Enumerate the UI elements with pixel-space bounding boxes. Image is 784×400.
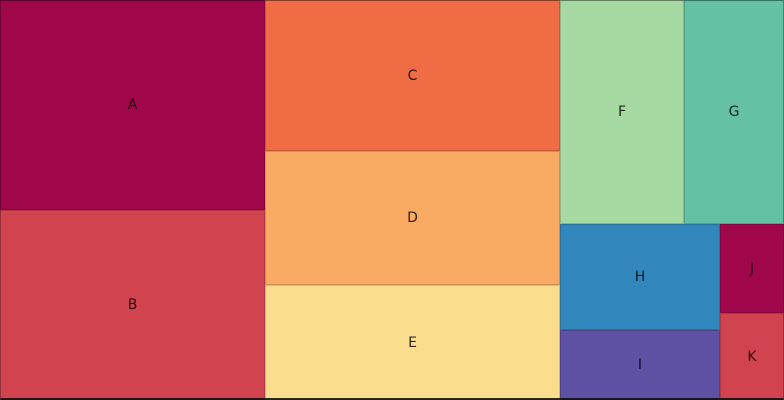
tile-label: E — [408, 334, 417, 351]
tile-label: H — [634, 269, 646, 285]
treemap-tile-i: I — [560, 330, 720, 400]
tile-label: G — [728, 104, 740, 120]
tile-label: D — [407, 210, 418, 226]
tile-label: K — [747, 348, 757, 365]
tile-label: A — [127, 97, 138, 113]
tile-label: B — [127, 297, 138, 313]
treemap-tile-f: F — [560, 0, 684, 224]
tile-label: J — [749, 260, 755, 277]
treemap-tile-h: H — [560, 224, 720, 330]
treemap-tile-j: J — [720, 224, 784, 313]
treemap-tile-b: B — [0, 210, 265, 400]
tile-label: F — [617, 104, 627, 120]
tile-label: C — [407, 67, 418, 84]
treemap-tile-k: K — [720, 313, 784, 400]
treemap-tile-e: E — [265, 285, 560, 400]
treemap-tile-d: D — [265, 151, 560, 285]
treemap-tile-g: G — [684, 0, 784, 224]
treemap-tile-a: A — [0, 0, 265, 210]
tile-label: I — [637, 357, 643, 373]
treemap-tile-c: C — [265, 0, 560, 151]
